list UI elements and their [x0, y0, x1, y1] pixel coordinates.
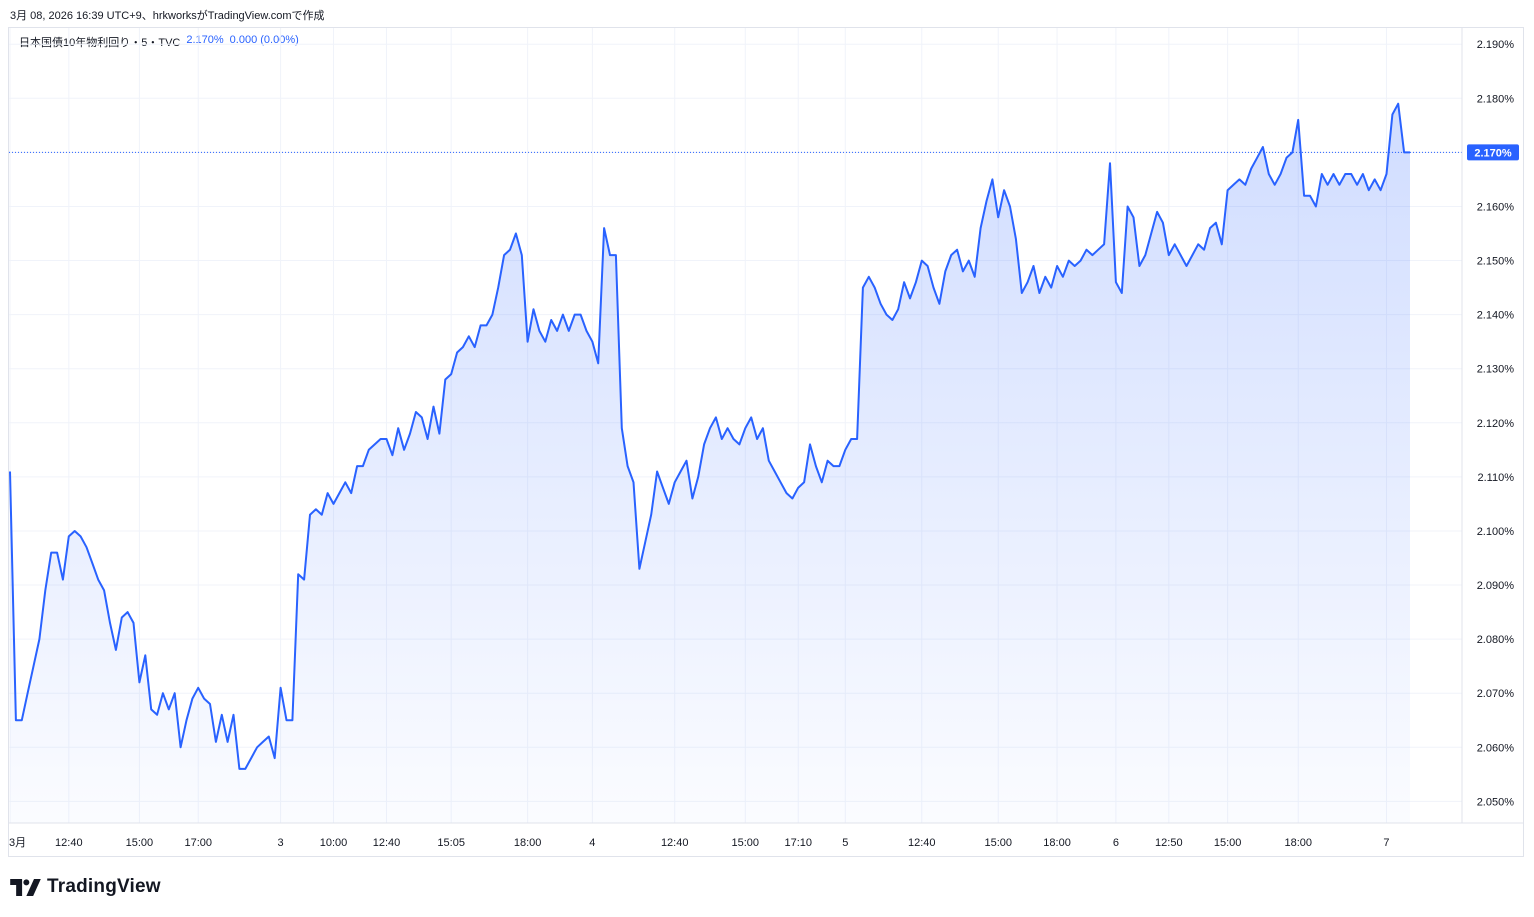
x-tick-label: 12:40	[908, 837, 936, 849]
last-price-tag	[1467, 144, 1519, 161]
y-tick-label: 2.080%	[1477, 634, 1515, 646]
series-area	[9, 102, 1462, 823]
x-tick-label: 5	[842, 837, 848, 849]
x-tick-label: 15:00	[984, 837, 1012, 849]
x-tick-label: 15:05	[437, 837, 465, 849]
symbol-legend[interactable]: 日本国債10年物利回り・5・TVC 2.170% 0.000 (0.00%)	[19, 34, 299, 50]
y-tick-label: 2.050%	[1477, 796, 1515, 808]
x-tick-label: 12:50	[1155, 837, 1183, 849]
last-price-tag-label: 2.170%	[1474, 147, 1512, 159]
y-tick-label: 2.190%	[1477, 39, 1515, 51]
x-tick-label: 4	[589, 837, 595, 849]
x-tick-label: 12:40	[55, 837, 83, 849]
legend-last-value: 2.170%	[186, 34, 224, 46]
x-tick-label: 12:40	[661, 837, 689, 849]
y-tick-label: 2.070%	[1477, 688, 1515, 700]
series-area-fill	[10, 103, 1410, 823]
y-tick-label: 2.160%	[1477, 201, 1515, 213]
y-tick-label: 2.130%	[1477, 364, 1515, 376]
x-tick-label: 3月	[9, 837, 26, 849]
y-tick-label: 2.060%	[1477, 742, 1515, 754]
x-tick-label: 18:00	[1043, 837, 1071, 849]
x-tick-label: 18:00	[514, 837, 542, 849]
y-tick-label: 2.180%	[1477, 93, 1515, 105]
chart-frame	[8, 27, 1524, 857]
x-tick-label: 15:00	[732, 837, 760, 849]
y-tick-label: 2.120%	[1477, 418, 1515, 430]
x-tick-label: 15:00	[126, 837, 154, 849]
tradingview-logo-icon	[10, 878, 41, 896]
series-line	[9, 102, 1410, 770]
y-tick-label: 2.140%	[1477, 310, 1515, 322]
tradingview-logo[interactable]: TradingView	[10, 876, 161, 898]
x-tick-label: 3	[278, 837, 284, 849]
legend-change: 0.000 (0.00%)	[229, 34, 299, 46]
x-tick-label: 7	[1383, 837, 1389, 849]
y-tick-label: 2.110%	[1478, 472, 1515, 484]
y-tick-label: 2.100%	[1477, 526, 1515, 538]
y-tick-label: 2.150%	[1477, 256, 1515, 268]
x-tick-label: 17:00	[184, 837, 212, 849]
x-tick-label: 12:40	[373, 837, 401, 849]
x-tick-label: 10:00	[320, 837, 348, 849]
legend-symbol: 日本国債10年物利回り・5・TVC	[19, 37, 181, 49]
y-tick-label: 2.090%	[1477, 580, 1515, 592]
x-tick-label: 17:10	[784, 837, 812, 849]
x-tick-label: 18:00	[1284, 837, 1312, 849]
x-tick-label: 6	[1113, 837, 1119, 849]
axes: 2.050% 2.060% 2.070% 2.080% 2.090% 2.100% 2.11…	[9, 28, 1523, 849]
logo-text: TradingView	[47, 876, 161, 897]
chart-caption: 3月 08, 2026 16:39 UTC+9、hrkworksがTrading…	[10, 10, 325, 22]
x-tick-label: 15:00	[1214, 837, 1242, 849]
